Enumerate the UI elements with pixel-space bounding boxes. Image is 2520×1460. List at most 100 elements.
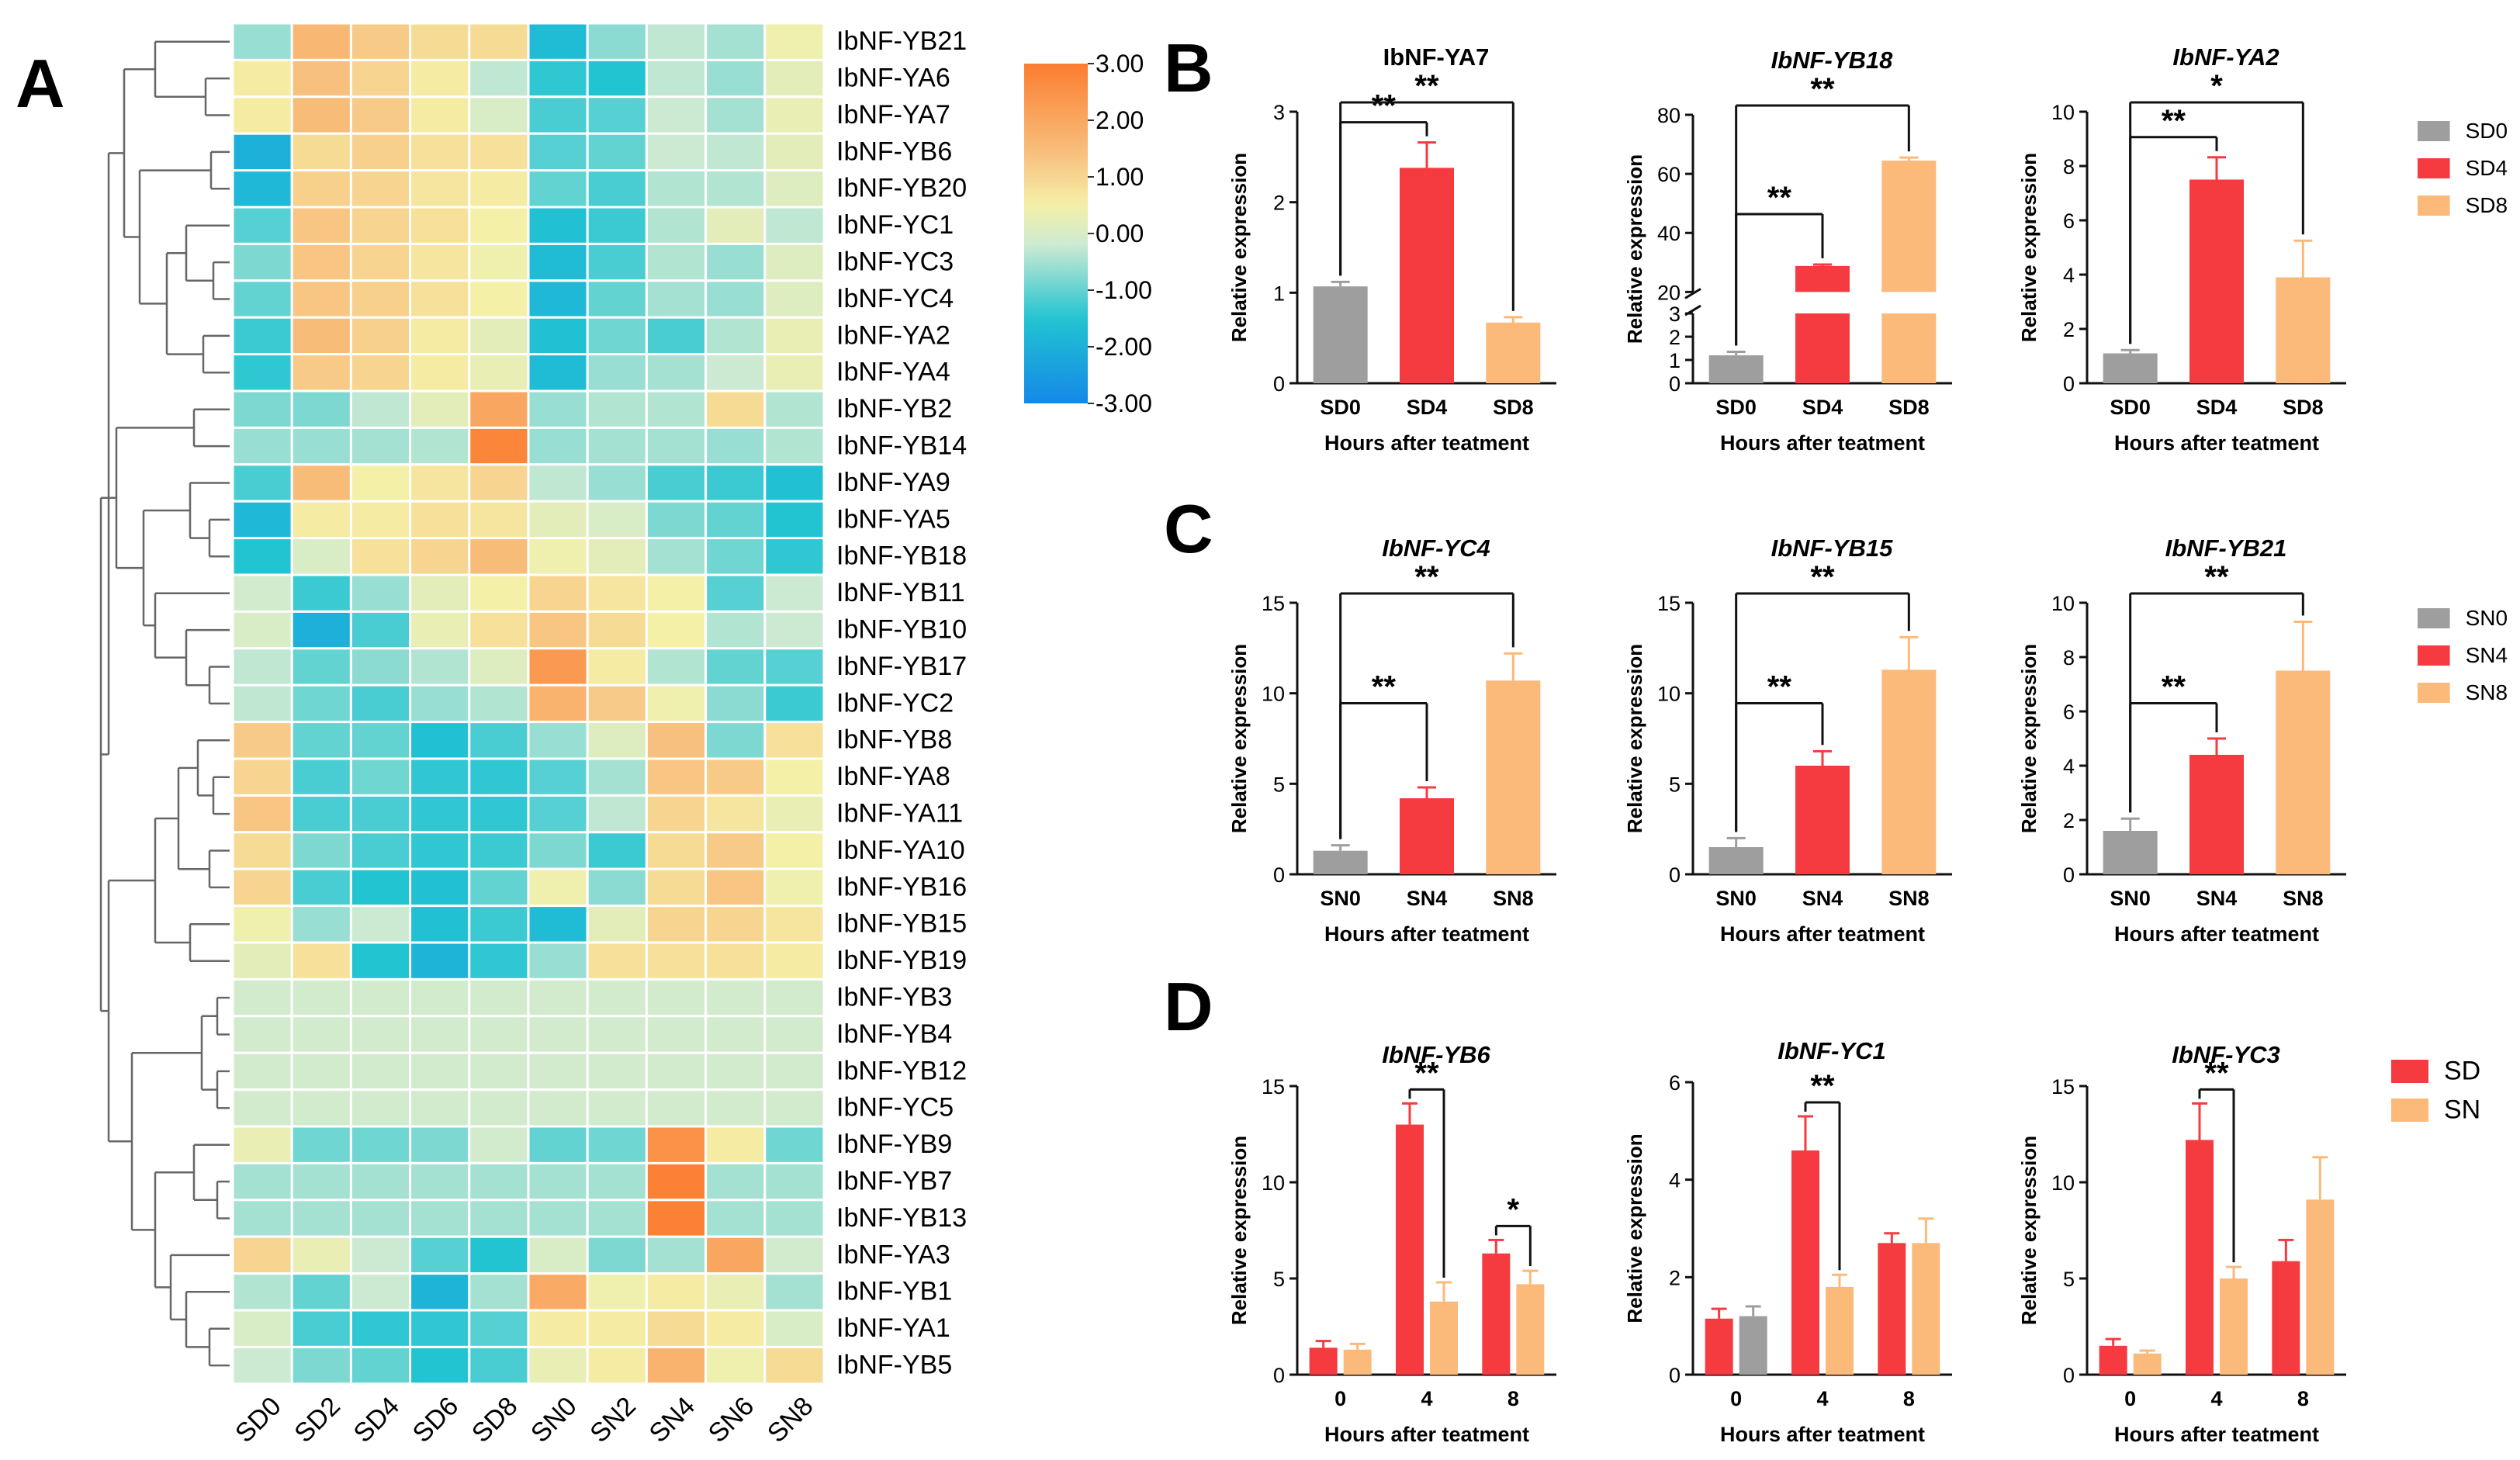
x-tick-label: SN0 bbox=[1320, 887, 1361, 910]
heatmap-cell bbox=[763, 831, 826, 870]
heatmap-cell bbox=[645, 353, 708, 393]
heatmap-col-label: SD6 bbox=[407, 1391, 465, 1448]
heatmap-cell bbox=[586, 1235, 648, 1275]
heatmap-cell bbox=[645, 647, 708, 687]
bar bbox=[1516, 1284, 1545, 1375]
chart-d1: 0 5 10 15 Relative expression Hours after tea… bbox=[1227, 1041, 1556, 1446]
chart-title: IbNF-YA2 bbox=[2172, 43, 2279, 71]
bar bbox=[1400, 798, 1454, 874]
heatmap-cell bbox=[290, 1015, 352, 1054]
legend-swatch bbox=[2391, 1098, 2428, 1122]
x-axis-label: Hours after teatment bbox=[1324, 431, 1529, 455]
chart-title: IbNF-YB18 bbox=[1771, 47, 1894, 74]
heatmap-cell bbox=[290, 867, 352, 908]
legend-b: SD0 SD4 SD8 bbox=[2418, 119, 2508, 217]
heatmap-cell bbox=[231, 1272, 293, 1312]
heatmap-cell bbox=[409, 941, 471, 981]
heatmap-cell bbox=[409, 1309, 471, 1348]
heatmap-cell bbox=[468, 1272, 530, 1312]
bar bbox=[1708, 847, 1764, 874]
heatmap-cell bbox=[645, 389, 708, 429]
legend-swatch bbox=[2418, 645, 2450, 666]
y-axis-label: Relative expression bbox=[1227, 153, 1251, 342]
heatmap-cell bbox=[645, 905, 708, 944]
heatmap-cell bbox=[763, 58, 826, 99]
heatmap-cell bbox=[290, 1272, 352, 1312]
heatmap-row-label: IbNF-YA10 bbox=[836, 836, 965, 865]
heatmap-row-label: IbNF-YA7 bbox=[836, 100, 950, 130]
heatmap-row-label: IbNF-YB16 bbox=[836, 872, 967, 901]
heatmap-cell bbox=[586, 941, 648, 981]
y-tick-label: 10 bbox=[2051, 101, 2075, 124]
bar bbox=[1396, 1124, 1424, 1375]
heatmap-cell bbox=[704, 1015, 767, 1054]
heatmap-cell bbox=[468, 721, 530, 760]
heatmap-cell bbox=[763, 22, 826, 61]
heatmap-cell bbox=[349, 95, 412, 135]
significance-label: ** bbox=[1414, 69, 1439, 103]
heatmap-row-label: IbNF-YC4 bbox=[836, 284, 954, 313]
heatmap-cell bbox=[527, 1199, 589, 1238]
legend-swatch bbox=[2418, 195, 2450, 216]
x-tick-label: SD8 bbox=[1888, 396, 1930, 419]
heatmap-cell bbox=[704, 169, 767, 209]
heatmap-cell bbox=[349, 831, 412, 870]
heatmap-cell bbox=[763, 905, 826, 944]
heatmap-cell bbox=[468, 647, 530, 687]
heatmap-cell bbox=[527, 610, 589, 650]
heatmap-row-label: IbNF-YA9 bbox=[836, 468, 950, 497]
x-tick-label: 8 bbox=[1903, 1387, 1915, 1410]
heatmap-cell bbox=[349, 1161, 412, 1202]
x-axis-label: Hours after teatment bbox=[1720, 431, 1925, 455]
heatmap-cell bbox=[290, 132, 352, 172]
heatmap-cell bbox=[527, 537, 589, 576]
heatmap-cell bbox=[349, 794, 412, 834]
heatmap-cell bbox=[409, 683, 471, 724]
bar bbox=[1705, 1318, 1733, 1375]
significance-label: ** bbox=[1767, 670, 1792, 704]
heatmap-cell bbox=[645, 316, 708, 356]
heatmap-cell bbox=[763, 316, 826, 356]
heatmap-cell bbox=[231, 169, 293, 209]
heatmap-cell bbox=[290, 573, 352, 613]
heatmap-cell bbox=[349, 389, 412, 429]
heatmap-cell bbox=[290, 757, 352, 797]
heatmap-cell bbox=[586, 683, 648, 724]
heatmap-cell bbox=[409, 977, 471, 1018]
heatmap-cell bbox=[468, 610, 530, 650]
y-axis-label: Relative expression bbox=[2017, 153, 2041, 342]
heatmap-row-label: IbNF-YB2 bbox=[836, 394, 952, 424]
heatmap-cell bbox=[349, 573, 412, 613]
bar bbox=[1482, 1253, 1511, 1375]
heatmap-cell bbox=[290, 1345, 352, 1386]
colorbar-tick-label: 3.00 bbox=[1096, 50, 1144, 78]
heatmap-cell bbox=[409, 1272, 471, 1312]
legend-label: SD8 bbox=[2466, 193, 2508, 217]
heatmap-cell bbox=[527, 573, 589, 613]
significance-label: ** bbox=[1414, 560, 1439, 594]
heatmap-cell bbox=[763, 1088, 826, 1128]
heatmap-cell bbox=[527, 169, 589, 209]
y-tick-label: 1 bbox=[1273, 282, 1285, 305]
heatmap-cell bbox=[704, 426, 767, 466]
heatmap-cell bbox=[763, 1015, 826, 1054]
y-tick-label: 1 bbox=[1669, 349, 1681, 372]
bar bbox=[2189, 179, 2244, 383]
heatmap-cell bbox=[409, 316, 471, 356]
heatmap-cell bbox=[409, 389, 471, 429]
heatmap-cell bbox=[468, 95, 530, 135]
heatmap-cell bbox=[409, 500, 471, 540]
heatmap-cell bbox=[231, 794, 293, 834]
heatmap-cell bbox=[586, 1161, 648, 1202]
heatmap-cell bbox=[468, 757, 530, 797]
heatmap-cell bbox=[586, 1309, 648, 1348]
heatmap-cell bbox=[586, 1345, 648, 1386]
heatmap-cell bbox=[645, 500, 708, 540]
heatmap-cell bbox=[586, 132, 648, 172]
y-tick-label: 0 bbox=[1669, 863, 1681, 887]
heatmap-cell bbox=[527, 941, 589, 981]
heatmap-cell bbox=[290, 1051, 352, 1092]
heatmap-cell bbox=[645, 941, 708, 981]
heatmap-cell bbox=[231, 905, 293, 944]
bar bbox=[1400, 168, 1454, 384]
